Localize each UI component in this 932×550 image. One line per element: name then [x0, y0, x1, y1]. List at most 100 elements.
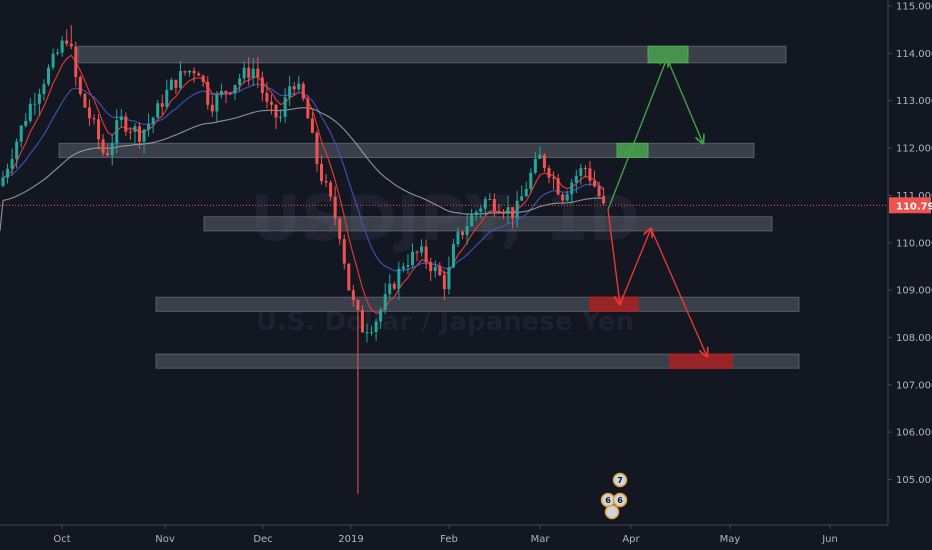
candle-body-74 [338, 218, 342, 240]
current-price-tag-text: 110.791 [896, 201, 932, 212]
candle-body-62 [283, 97, 287, 117]
candle-body-3 [15, 141, 19, 160]
candle-body-65 [297, 83, 301, 90]
time-tick-label-8: Jun [821, 534, 838, 545]
event-label-1: 6 [605, 496, 611, 505]
candle-body-51 [233, 84, 237, 93]
candle-body-50 [229, 92, 232, 94]
candle-body-71 [324, 181, 328, 183]
time-tick-label-2: Dec [253, 534, 272, 545]
price-axis-bg [888, 0, 932, 525]
candle-body-45 [206, 81, 210, 105]
candle-body-49 [224, 91, 228, 93]
price-tick-label-3: 112.000 [896, 144, 932, 155]
price-tick-label-2: 113.000 [896, 96, 932, 107]
candle-body-112 [511, 207, 515, 219]
candle-body-120 [547, 168, 551, 178]
candle-body-113 [515, 200, 519, 219]
candle-body-121 [552, 177, 556, 179]
watermark-description: U.S. Dollar / Japanese Yen [256, 307, 634, 337]
price-tick-label-6: 109.000 [896, 286, 932, 297]
candle-body-115 [524, 189, 528, 197]
candle-body-129 [588, 168, 592, 181]
candle-body-85 [388, 283, 392, 295]
candle-body-56 [256, 68, 260, 78]
zone-support-110.4 [203, 216, 773, 232]
candle-body-40 [183, 71, 187, 73]
candle-body-9 [42, 84, 46, 94]
candle-body-69 [315, 132, 319, 164]
event-flag-1[interactable]: 6 [600, 492, 616, 508]
candle-body-33 [151, 117, 155, 124]
time-tick-label-3: 2019 [338, 534, 363, 545]
candle-body-102 [465, 226, 469, 236]
candle-body-6 [28, 103, 32, 121]
candle-body-28 [128, 131, 132, 133]
candle-body-44 [201, 75, 205, 82]
candle-body-84 [383, 294, 387, 310]
candle-body-54 [247, 67, 251, 78]
price-tick-label-8: 107.000 [896, 380, 932, 391]
candle-body-8 [37, 93, 41, 104]
candle-body-34 [156, 103, 160, 118]
candle-body-82 [374, 321, 378, 333]
candle-body-24 [110, 143, 114, 156]
time-tick-label-4: Feb [440, 534, 458, 545]
candle-body-86 [392, 283, 396, 289]
time-tick-label-0: Oct [53, 534, 70, 545]
candle-body-95 [433, 266, 437, 272]
candle-body-29 [133, 126, 137, 132]
candle-body-30 [138, 126, 141, 142]
price-tick-label-4: 111.000 [896, 191, 932, 202]
candle-body-18 [83, 93, 87, 108]
candle-body-100 [456, 231, 460, 245]
candle-body-93 [424, 246, 428, 263]
candle-body-105 [479, 208, 483, 212]
candle-body-27 [124, 116, 128, 132]
candle-body-127 [579, 168, 583, 176]
candle-body-68 [310, 118, 314, 133]
price-axis[interactable]: 115.000 114.000 113.000 112.000 111.000 110.0… [887, 0, 932, 525]
time-axis[interactable]: Oct Nov Dec 2019 Feb Mar Apr May Jun [0, 524, 888, 545]
candle-body-2 [10, 159, 14, 169]
economic-events[interactable]: 7 6 6 [600, 472, 628, 520]
candle-body-110 [502, 212, 505, 214]
candle-body-88 [401, 266, 405, 269]
price-tick-label-5: 110.000 [896, 238, 932, 249]
price-tick-label-1: 114.000 [896, 49, 932, 60]
candle-body-117 [533, 158, 537, 173]
bear-arrow-seg-1 [619, 229, 651, 305]
price-tick-label-7: 108.000 [896, 333, 932, 344]
event-flag-0[interactable]: 7 [612, 472, 628, 488]
candle-body-66 [301, 83, 305, 99]
candle-body-14 [65, 40, 69, 44]
zone-resistance-112 [58, 142, 755, 159]
bull-arrow-seg-0 [607, 148, 632, 210]
candle-body-38 [174, 79, 178, 88]
candle-body-43 [197, 73, 201, 76]
candle-body-123 [561, 194, 565, 201]
ma-line-2-head [0, 200, 4, 231]
candle-body-122 [556, 178, 560, 195]
candle-body-73 [333, 196, 337, 219]
candle-body-96 [438, 266, 442, 276]
candle-body-132 [602, 196, 606, 204]
candle-body-70 [320, 163, 323, 182]
candle-body-21 [97, 119, 101, 140]
price-tick-label-10: 105.000 [896, 475, 932, 486]
candle-body-118 [538, 154, 542, 159]
price-tick-label-0: 115.000 [896, 2, 932, 13]
candle-body-35 [160, 103, 164, 107]
time-tick-label-5: Mar [531, 534, 551, 545]
event-flag-2[interactable]: 6 [612, 492, 628, 508]
candle-body-107 [488, 198, 492, 200]
candle-body-36 [165, 89, 169, 107]
candle-body-37 [169, 79, 173, 90]
candle-body-26 [119, 116, 123, 121]
candle-body-48 [219, 91, 223, 95]
candle-body-124 [565, 194, 569, 201]
candle-body-13 [60, 40, 64, 53]
candle-body-126 [574, 175, 578, 183]
